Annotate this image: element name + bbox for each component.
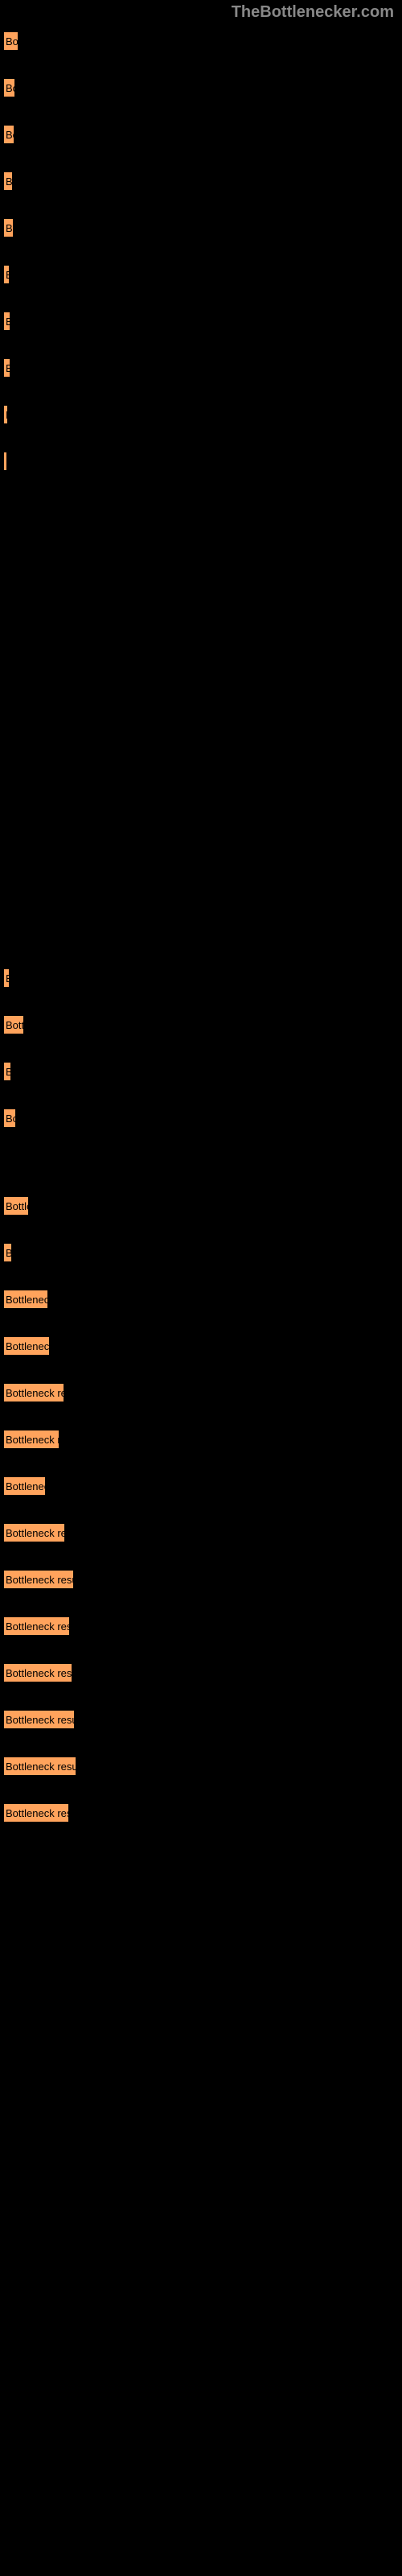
bar-label: B [4,175,13,188]
bar: Bottleneck [3,1290,48,1309]
bar-label: Bottlenec [4,1480,46,1492]
bar-row: Bottleneck [3,1290,399,1309]
bar-row: Bottleneck resul [3,1757,399,1776]
bar-row: Bottle [3,1196,399,1216]
bar: Bo [3,78,15,97]
bar-row: Bottleneck res [3,1616,399,1636]
bar-label: Bottle [4,1200,29,1212]
bar-row: Bottlenec [3,1476,399,1496]
bar: B [3,265,10,284]
bar: Bo [3,125,14,144]
bar: B [3,405,8,424]
bar-label: B [4,456,7,468]
bar-row: B [3,968,399,988]
bottleneck-chart: Bo Bo Bo B B B B B B B B Bottl B Bo Bottle B Bottleneck B… [0,25,402,1856]
bar-label: Bottleneck [4,1340,50,1352]
site-header: TheBottlenecker.com [0,0,402,25]
bar-row: Bottleneck [3,1336,399,1356]
bar: B [3,218,14,237]
bar-row: Bo [3,31,399,51]
bar-label: Bottleneck res [4,1620,70,1633]
bar-label: Bottleneck resu [4,1574,74,1586]
bar-label: B [4,1247,12,1259]
bar-row: Bo [3,125,399,144]
bar-label: B [4,222,13,234]
bar-label: B [4,409,8,421]
bar-row: B [3,1243,399,1262]
bar-row: Bo [3,78,399,97]
bar: Bo [3,31,18,51]
bar-row: B [3,265,399,284]
bar-label: B [4,269,10,281]
bar-label: Bo [4,129,14,141]
bar-row: Bottleneck resu [3,1663,399,1682]
bar: Bottleneck resu [3,1710,75,1729]
bar-row: B [3,218,399,237]
bar: B [3,1062,11,1081]
bar-label: B [4,972,10,985]
bar-label: Bo [4,82,15,94]
bar-label: Bo [4,35,18,47]
bar: Bottleneck res [3,1803,69,1823]
bar: Bottl [3,1015,24,1034]
bar-row: Bottl [3,1015,399,1034]
bar-row: B [3,1062,399,1081]
bar-label: Bottleneck r [4,1434,59,1446]
bar-label: Bottl [4,1019,24,1031]
bar-label: Bottleneck resu [4,1714,75,1726]
bar-row: B [3,358,399,378]
bar: B [3,968,10,988]
bar-row: Bottleneck resu [3,1710,399,1729]
bar: Bottleneck resu [3,1570,74,1589]
bar-row: Bottleneck re [3,1383,399,1402]
bar: Bottleneck re [3,1383,64,1402]
bar: Bo [3,1108,16,1128]
bar-label: B [4,316,10,328]
bar: Bottle [3,1196,29,1216]
bar: Bottleneck re [3,1523,65,1542]
bar: Bottleneck res [3,1616,70,1636]
bar-row: B [3,171,399,191]
bar: Bottleneck r [3,1430,59,1449]
bar: B [3,358,10,378]
bar-label: Bottleneck resul [4,1761,76,1773]
bar-label: Bottleneck resu [4,1667,72,1679]
bar [3,498,5,518]
bar: B [3,1243,12,1262]
bar-row: Bottleneck resu [3,1570,399,1589]
bar-label: Bottleneck re [4,1527,65,1539]
bar-row: Bo [3,1108,399,1128]
bar-label: B [4,362,10,374]
bar: Bottlenec [3,1476,46,1496]
bar-row [3,498,399,518]
bar: B [3,312,10,331]
bar-row: Bottleneck re [3,1523,399,1542]
bar-row: Bottleneck res [3,1803,399,1823]
bar-label: Bottleneck res [4,1807,69,1819]
bar-row: B [3,452,399,471]
bar: B [3,452,7,471]
bar-row: B [3,312,399,331]
bar-label: B [4,1066,11,1078]
bar: Bottleneck resul [3,1757,76,1776]
bar-row: Bottleneck r [3,1430,399,1449]
bar-label: Bo [4,1113,16,1125]
bar-label: Bottleneck [4,1294,48,1306]
bar: Bottleneck resu [3,1663,72,1682]
bar: Bottleneck [3,1336,50,1356]
bar: B [3,171,13,191]
bar-row: B [3,405,399,424]
bar-label: Bottleneck re [4,1387,64,1399]
